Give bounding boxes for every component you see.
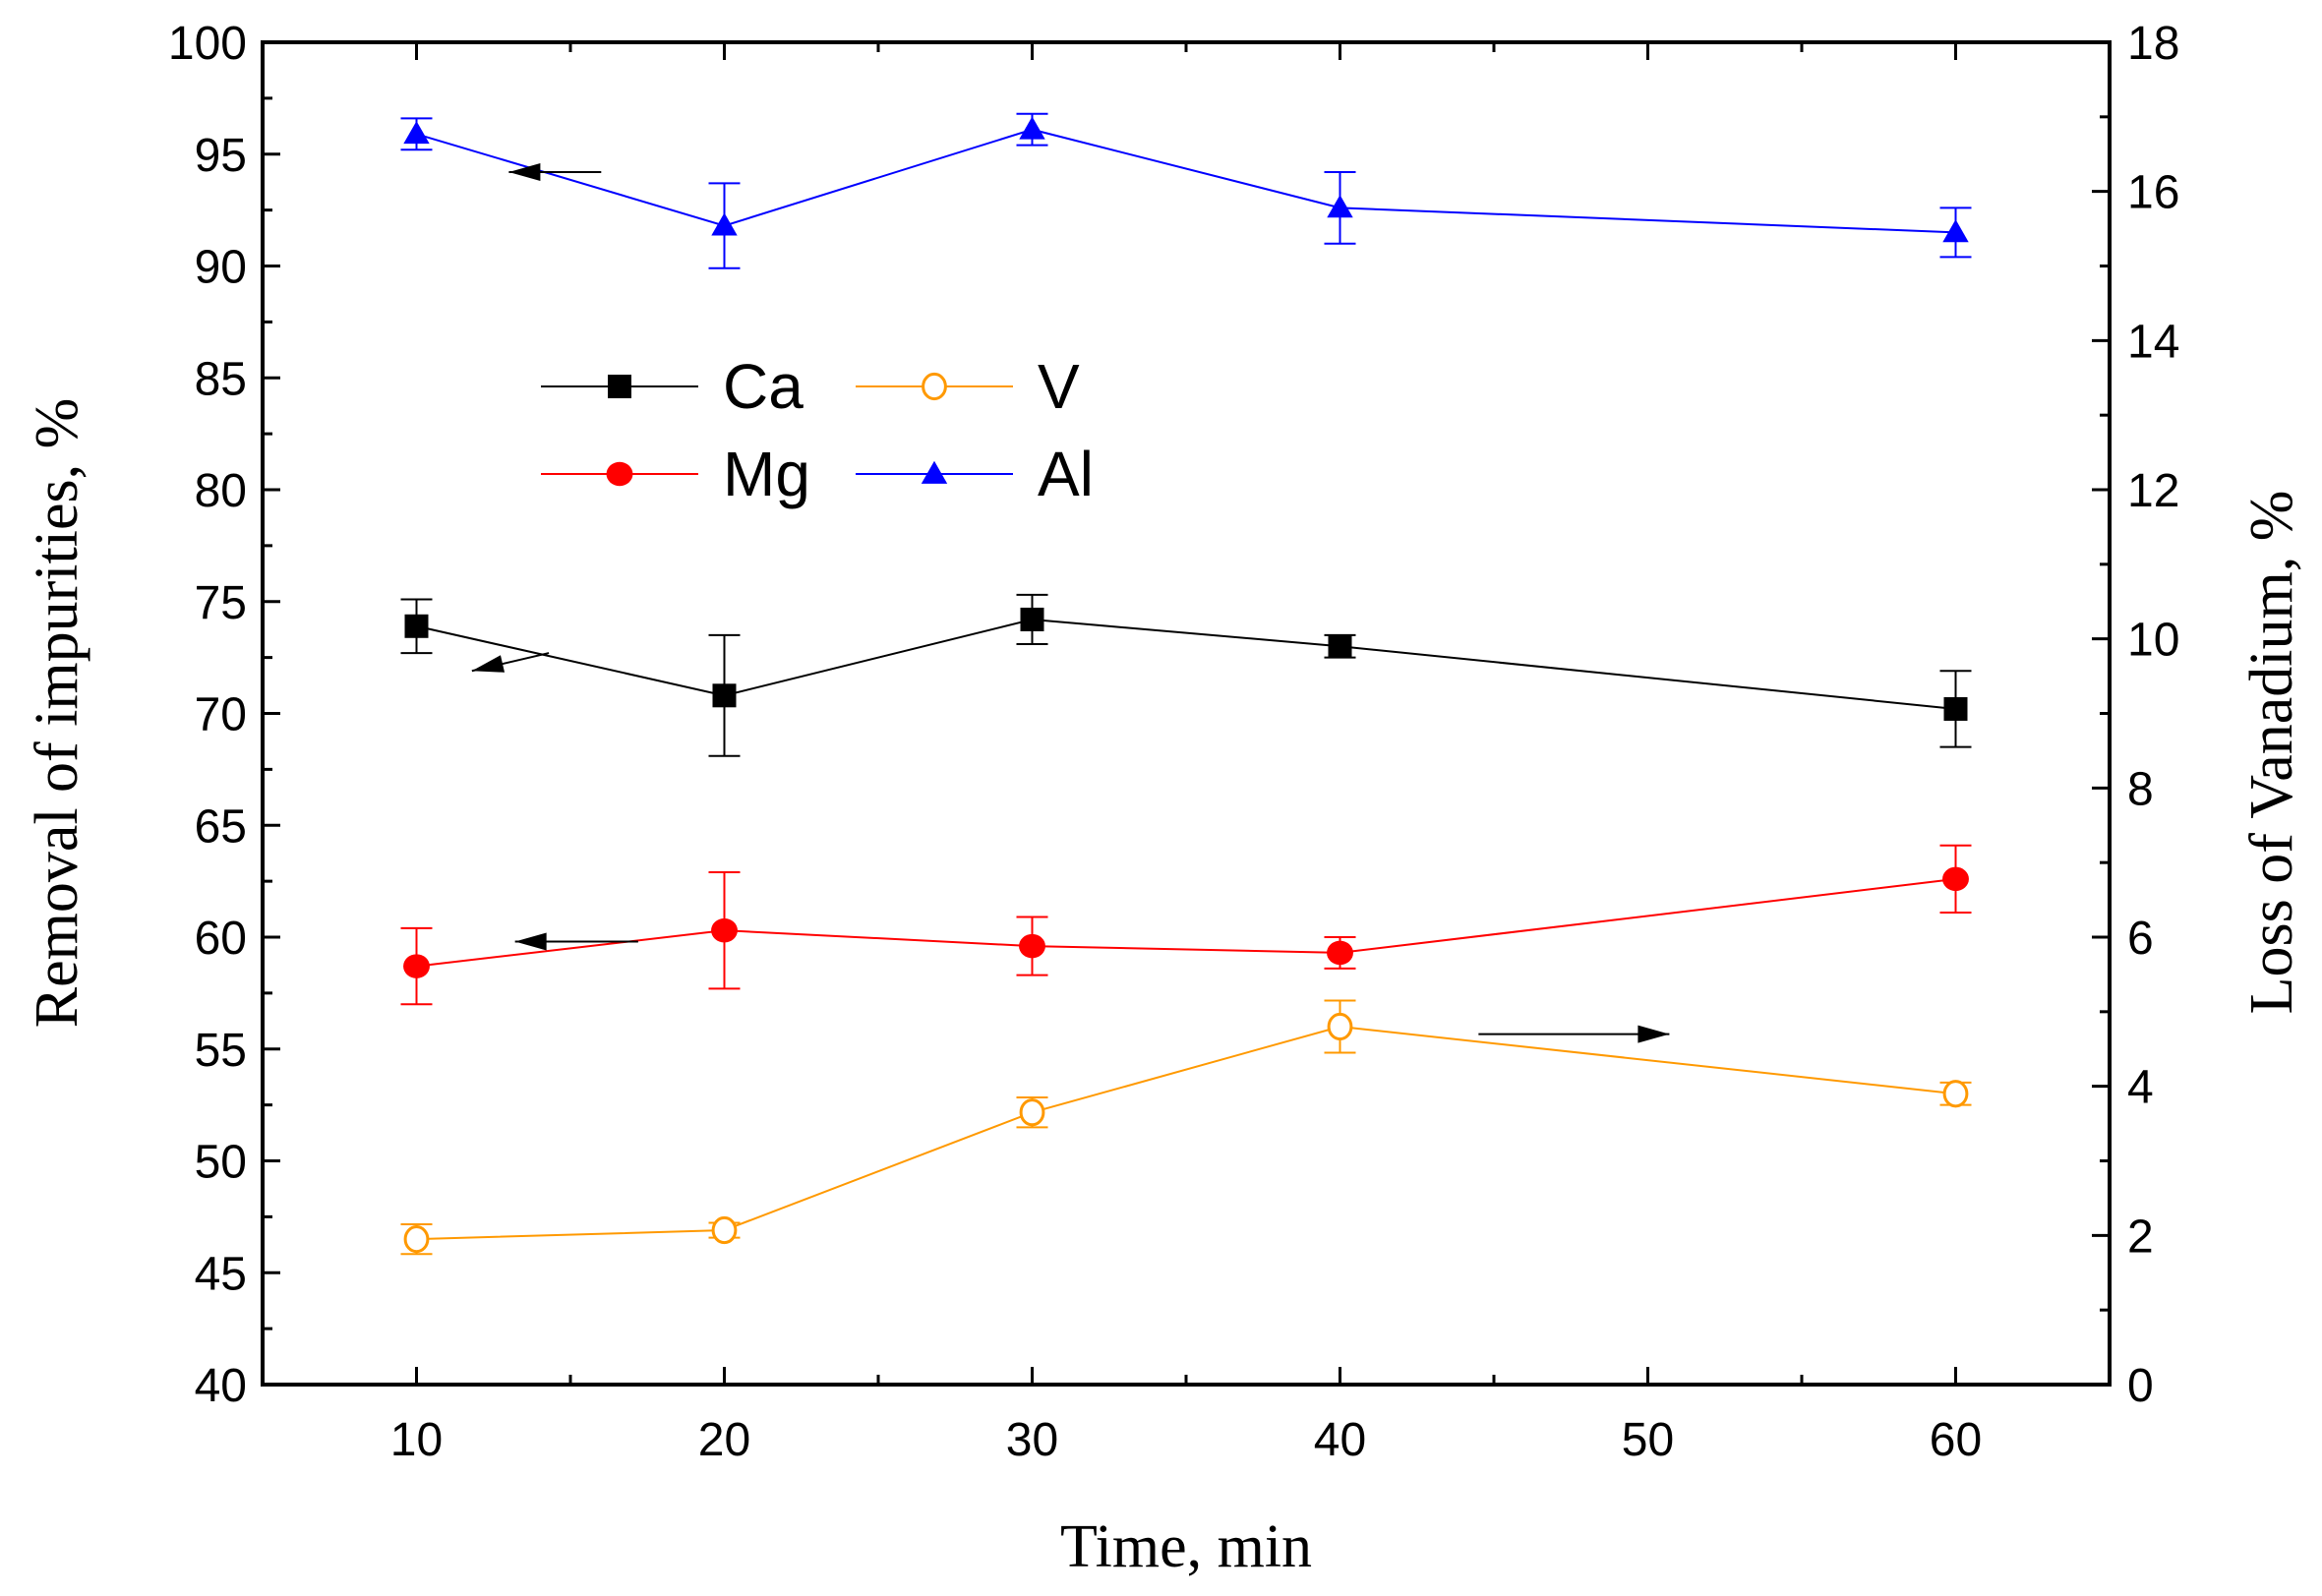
- data-point-al: [1942, 219, 1969, 243]
- y-left-tick-label: 45: [195, 1248, 247, 1300]
- legend-label: Ca: [723, 351, 804, 422]
- legend-marker-v: [922, 372, 947, 401]
- y-right-tick-label: 8: [2127, 763, 2154, 815]
- legend-item-ca: Ca: [541, 351, 804, 422]
- series-line-al: [416, 128, 1956, 234]
- y-right-tick-label: 14: [2127, 316, 2179, 368]
- legend-marker-al: [921, 460, 948, 484]
- data-point-al: [711, 212, 738, 236]
- legend-item-v: V: [856, 351, 1080, 422]
- y-right-tick-label: 4: [2127, 1062, 2154, 1114]
- y-left-tick-label: 90: [195, 242, 247, 294]
- annotation-arrow: [471, 652, 550, 673]
- data-point-v: [1327, 1012, 1353, 1041]
- y-left-tick-label: 55: [195, 1025, 247, 1077]
- data-point-v: [1942, 1080, 1969, 1108]
- plot-frame: [261, 40, 2112, 1387]
- y-left-tick-label: 60: [195, 913, 247, 965]
- annotation-arrow: [508, 162, 602, 181]
- data-point-mg: [403, 954, 430, 978]
- legend-item-mg: Mg: [541, 439, 810, 509]
- data-point-mg: [1942, 866, 1969, 892]
- data-point-ca: [712, 683, 737, 708]
- y-left-tick-label: 70: [195, 689, 247, 741]
- axis-ticks: 10 20 30 40 50 60 40 45 50 55 60 65 70 75 80 85 90 95 100 0…: [168, 18, 2179, 1466]
- legend-label: Al: [1038, 439, 1094, 509]
- series-layer: [400, 112, 1972, 1256]
- data-point-mg: [1327, 940, 1353, 966]
- y-right-tick-label: 0: [2127, 1360, 2154, 1412]
- data-point-v: [403, 1225, 430, 1254]
- series-line-ca: [416, 618, 1956, 710]
- data-point-v: [711, 1215, 738, 1245]
- y-right-tick-label: 16: [2127, 167, 2179, 219]
- data-point-al: [403, 121, 430, 145]
- series-ca: [400, 593, 1972, 757]
- data-point-ca: [1943, 696, 1968, 721]
- series-al: [400, 112, 1972, 269]
- y-right-tick-label: 6: [2127, 913, 2154, 965]
- data-point-ca: [1020, 607, 1044, 631]
- series-line-v: [416, 1025, 1956, 1241]
- x-tick-label: 60: [1930, 1414, 1982, 1466]
- series-v: [400, 999, 1972, 1256]
- x-axis-title: Time, min: [1060, 1513, 1312, 1580]
- y-left-tick-label: 75: [195, 577, 247, 629]
- annotation-layer: [471, 162, 1670, 1043]
- legend-item-al: Al: [856, 439, 1094, 509]
- x-tick-label: 40: [1314, 1414, 1366, 1466]
- data-point-mg: [711, 917, 738, 943]
- y-right-tick-label: 10: [2127, 615, 2179, 667]
- legend-marker-mg: [606, 461, 633, 487]
- y-left-tick-label: 85: [195, 353, 247, 405]
- annotation-arrow: [514, 932, 638, 951]
- legend-marker-ca: [608, 375, 631, 398]
- y-right-axis-title: Loss of Vanadium, %: [2238, 491, 2305, 1015]
- y-right-tick-label: 2: [2127, 1211, 2154, 1263]
- y-right-tick-label: 18: [2127, 18, 2179, 70]
- x-tick-label: 30: [1006, 1414, 1058, 1466]
- y-left-axis-title: Removal of impurities, %: [24, 398, 90, 1029]
- series-line-mg: [416, 877, 1956, 968]
- y-left-tick-label: 95: [195, 130, 247, 182]
- data-point-ca: [1328, 634, 1352, 659]
- y-left-tick-label: 65: [195, 800, 247, 853]
- x-tick-label: 10: [390, 1414, 443, 1466]
- data-point-v: [1019, 1098, 1045, 1127]
- y-left-tick-label: 40: [195, 1360, 247, 1412]
- x-tick-label: 50: [1622, 1414, 1674, 1466]
- legend-label: V: [1038, 351, 1080, 422]
- x-tick-label: 20: [698, 1414, 750, 1466]
- y-left-tick-label: 80: [195, 465, 247, 517]
- y-right-tick-label: 12: [2127, 465, 2179, 517]
- legend-label: Mg: [723, 439, 810, 509]
- data-point-mg: [1019, 933, 1045, 959]
- y-left-tick-label: 50: [195, 1137, 247, 1189]
- annotation-arrow: [1478, 1025, 1670, 1043]
- data-point-ca: [404, 614, 429, 638]
- legend: Ca V Mg Al: [541, 351, 1094, 509]
- y-left-tick-label: 100: [168, 18, 247, 70]
- series-mg: [400, 844, 1972, 1006]
- data-point-al: [1327, 195, 1353, 218]
- data-point-al: [1019, 116, 1045, 140]
